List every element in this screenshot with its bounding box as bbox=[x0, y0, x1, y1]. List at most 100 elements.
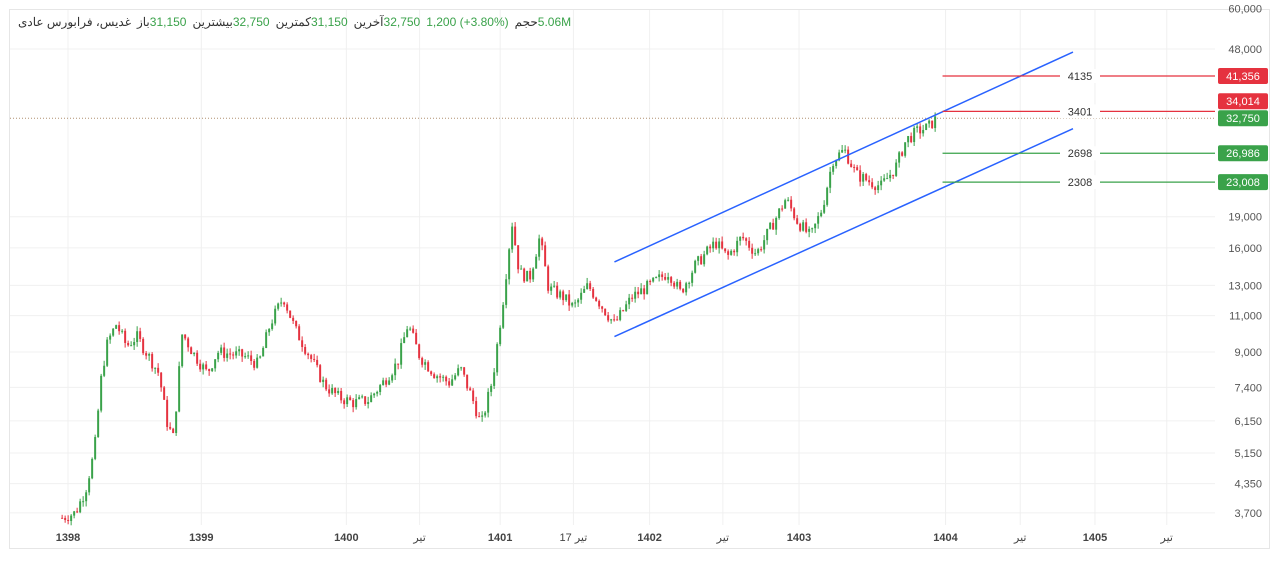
y-tick-label: 48,000 bbox=[1228, 44, 1262, 56]
candle-body bbox=[793, 208, 796, 219]
candle-body bbox=[202, 364, 205, 370]
level-label-bg bbox=[1060, 146, 1100, 161]
candle-body bbox=[526, 270, 529, 282]
price-level-badge-label: 41,356 bbox=[1226, 71, 1260, 83]
symbol-name: غدیس، فرابورس عادی bbox=[18, 15, 131, 29]
candle-body bbox=[850, 163, 853, 167]
candle-body bbox=[772, 222, 775, 230]
candle-body bbox=[385, 380, 388, 385]
candle-body bbox=[328, 389, 331, 394]
candle-body bbox=[358, 397, 361, 400]
candle-body bbox=[898, 152, 901, 163]
candle-body bbox=[229, 353, 232, 355]
candle-body bbox=[781, 208, 784, 210]
candle-body bbox=[484, 412, 487, 416]
candle-body bbox=[325, 379, 328, 390]
candle-body bbox=[448, 381, 451, 386]
candle-body bbox=[388, 380, 391, 385]
y-tick-label: 5,150 bbox=[1234, 448, 1262, 460]
candle-body bbox=[748, 240, 751, 248]
candle-body bbox=[451, 379, 454, 386]
candle-body bbox=[718, 241, 721, 249]
candle-body bbox=[181, 334, 184, 367]
candle-body bbox=[130, 345, 133, 347]
candle-body bbox=[931, 120, 934, 129]
candle-body bbox=[736, 240, 739, 253]
x-tick-label: 1405 bbox=[1083, 532, 1107, 544]
candle-body bbox=[397, 363, 400, 365]
candle-body bbox=[904, 142, 907, 156]
candle-body bbox=[745, 238, 748, 241]
candle-body bbox=[541, 238, 544, 246]
candle-body bbox=[805, 222, 808, 232]
candle-body bbox=[583, 289, 586, 293]
candle-body bbox=[496, 344, 499, 373]
candle-body bbox=[469, 388, 472, 391]
candle-body bbox=[94, 437, 97, 459]
low-label: کمترین bbox=[275, 15, 311, 29]
candle-body bbox=[454, 375, 457, 380]
candle-body bbox=[544, 245, 547, 267]
candle-body bbox=[70, 515, 73, 522]
candle-body bbox=[220, 347, 223, 353]
candle-body bbox=[403, 337, 406, 344]
last-price-badge-label: 32,750 bbox=[1226, 113, 1260, 125]
candle-body bbox=[523, 268, 526, 282]
candle-body bbox=[193, 352, 196, 355]
candle-body bbox=[619, 310, 622, 320]
candle-body bbox=[73, 511, 76, 516]
candle-body bbox=[622, 310, 625, 312]
candle-body bbox=[919, 126, 922, 134]
candle-body bbox=[115, 325, 118, 329]
x-tick-label: 17 تیر bbox=[560, 532, 588, 544]
price-level-badge-label: 23,008 bbox=[1226, 177, 1260, 189]
candles bbox=[61, 112, 937, 526]
candle-body bbox=[121, 330, 124, 332]
price-level-label: 4135 bbox=[1068, 71, 1092, 83]
candle-body bbox=[517, 245, 520, 270]
candle-body bbox=[715, 241, 718, 249]
candle-body bbox=[256, 357, 259, 368]
change-value: 1,200 (+3.80%) bbox=[426, 15, 509, 29]
last-label: آخرین bbox=[353, 15, 384, 29]
x-tick-label: تیر bbox=[412, 532, 425, 544]
y-tick-label: 13,000 bbox=[1228, 280, 1262, 292]
candle-body bbox=[133, 342, 136, 346]
candle-body bbox=[406, 329, 409, 338]
price-level-badge bbox=[1218, 174, 1268, 191]
candle-body bbox=[499, 327, 502, 345]
y-tick-label: 3,700 bbox=[1234, 508, 1262, 520]
candle-body bbox=[652, 277, 655, 282]
candle-body bbox=[757, 249, 760, 254]
candle-body bbox=[400, 343, 403, 365]
candle-body bbox=[721, 241, 724, 249]
candle-body bbox=[262, 347, 265, 357]
candle-body bbox=[754, 253, 757, 255]
candle-body bbox=[682, 288, 685, 293]
candle-body bbox=[700, 256, 703, 265]
candle-body bbox=[88, 478, 91, 493]
candle-body bbox=[670, 277, 673, 283]
candle-body bbox=[787, 199, 790, 201]
candle-body bbox=[571, 303, 574, 306]
candle-body bbox=[349, 397, 352, 401]
candle-body bbox=[331, 387, 334, 394]
candle-body bbox=[535, 256, 538, 269]
candle-body bbox=[601, 306, 604, 309]
candle-body bbox=[190, 347, 193, 355]
candle-body bbox=[679, 281, 682, 289]
open-label: باز bbox=[136, 15, 150, 29]
high-value: 32,750 bbox=[232, 15, 270, 29]
candle-body bbox=[685, 283, 688, 293]
candle-body bbox=[391, 375, 394, 381]
candle-body bbox=[424, 362, 427, 365]
candle-body bbox=[751, 247, 754, 254]
candle-body bbox=[457, 368, 460, 376]
candle-body bbox=[247, 355, 250, 357]
candle-body bbox=[859, 170, 862, 182]
candle-body bbox=[244, 356, 247, 358]
candle-body bbox=[910, 136, 913, 143]
candle-body bbox=[289, 310, 292, 318]
candle-body bbox=[694, 260, 697, 273]
